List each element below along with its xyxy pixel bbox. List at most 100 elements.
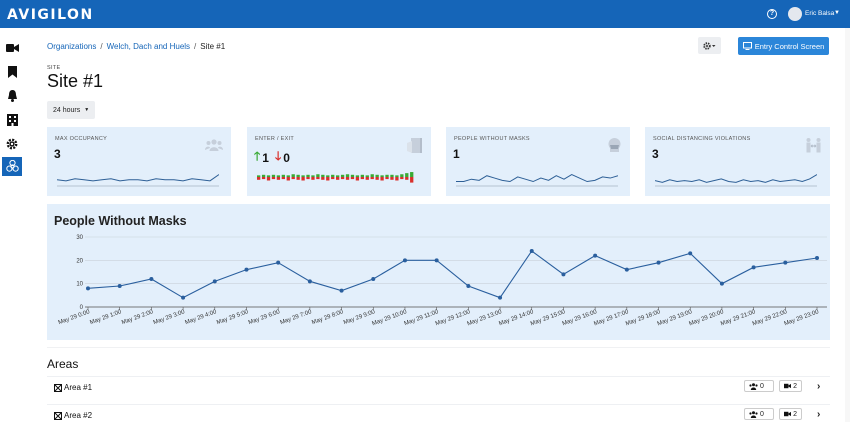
exit-bar	[350, 177, 355, 180]
caret-down-icon[interactable]: ▼	[834, 10, 840, 16]
data-point	[688, 251, 693, 256]
y-tick-label: 0	[80, 305, 84, 311]
card-value: 1	[453, 147, 460, 161]
exit-bar	[360, 177, 364, 180]
help-icon[interactable]: ?	[767, 9, 777, 19]
x-tick-label: May 29 20:00	[688, 309, 725, 327]
door-exit-icon	[407, 138, 423, 158]
x-tick-label: May 29 23:00	[783, 309, 820, 327]
exit-count: 0	[283, 150, 290, 165]
area-label: Area #1	[64, 383, 93, 392]
x-tick-label: May 29 16:00	[562, 309, 599, 327]
data-point	[656, 260, 661, 265]
enter-bar	[350, 174, 355, 177]
area-name: Area #1	[54, 383, 92, 392]
area-row[interactable]: Area #2 0 2 ›	[47, 404, 830, 426]
x-tick-label: May 29 7:00	[279, 309, 313, 326]
enter-bar	[410, 172, 414, 177]
gear-icon	[702, 41, 715, 50]
data-point	[815, 256, 819, 260]
enter-bar	[400, 174, 404, 177]
x-tick-label: May 29 18:00	[625, 309, 662, 327]
user-name[interactable]: Eric Balsa	[805, 10, 835, 17]
enter-bar	[291, 174, 295, 177]
gear-icon[interactable]	[4, 136, 20, 152]
breadcrumb-separator: /	[194, 42, 197, 51]
card-title: MAX OCCUPANCY	[55, 136, 108, 142]
data-point	[149, 277, 154, 281]
exit-bar	[385, 177, 389, 180]
exit-bar	[375, 177, 379, 180]
enter-bar	[395, 175, 399, 177]
enter-bar	[385, 174, 389, 177]
y-tick-label: 20	[76, 258, 83, 264]
x-tick-label: May 29 21:00	[720, 309, 757, 327]
app-logo[interactable]: avigilon	[7, 7, 94, 23]
enter-bar	[311, 175, 315, 177]
bookmark-icon[interactable]	[4, 64, 20, 80]
card-max-occupancy[interactable]: MAX OCCUPANCY 3	[47, 127, 231, 196]
exit-bar	[331, 177, 335, 180]
breadcrumb-organizations[interactable]: Organizations	[47, 42, 97, 51]
video-camera-icon	[784, 411, 792, 417]
biohazard-icon[interactable]	[2, 157, 22, 176]
areas-heading: Areas	[47, 357, 79, 371]
settings-dropdown-button[interactable]	[698, 37, 721, 54]
card-value: 3	[54, 147, 61, 161]
enter-bar	[365, 175, 369, 177]
camera-count: 2	[793, 410, 797, 418]
scrollbar[interactable]	[845, 28, 850, 422]
people-count: 0	[760, 382, 764, 390]
x-tick-label: May 29 0:00	[58, 309, 92, 326]
chevron-right-icon[interactable]: ›	[817, 409, 821, 420]
data-point	[339, 288, 344, 293]
exit-bar	[311, 177, 315, 180]
data-point	[434, 258, 439, 263]
divider	[47, 347, 830, 348]
enter-bar	[390, 174, 394, 177]
bell-icon[interactable]	[4, 88, 20, 104]
x-tick-label: May 29 22:00	[752, 309, 789, 327]
exit-bar	[340, 177, 345, 180]
card-value: 3	[652, 147, 659, 161]
card-value: 🡑 1 🡓 0	[254, 147, 290, 168]
card-people-without-masks[interactable]: PEOPLE WITHOUT MASKS 1	[446, 127, 630, 196]
time-range-dropdown[interactable]: 24 hours ▼	[47, 101, 95, 119]
video-camera-icon[interactable]	[4, 40, 20, 56]
building-icon[interactable]	[4, 112, 20, 128]
area-row[interactable]: Area #1 0 2 ›	[47, 376, 830, 398]
data-point	[624, 267, 629, 272]
chart-people-without-masks: People Without Masks 0 10 20 30 May 29 0:00 M…	[47, 204, 830, 340]
exit-bar	[316, 177, 320, 180]
x-tick-label: May 29 3:00	[153, 309, 187, 326]
card-enter-exit[interactable]: ENTER / EXIT 🡑 1 🡓 0	[247, 127, 431, 196]
y-tick-label: 10	[76, 282, 83, 288]
x-tick-label: May 29 14:00	[498, 309, 535, 327]
card-title: ENTER / EXIT	[255, 136, 295, 142]
enter-bar	[326, 175, 330, 177]
data-point	[117, 284, 122, 288]
card-social-distancing-violations[interactable]: SOCIAL DISTANCING VIOLATIONS 3	[645, 127, 830, 196]
enter-bar	[266, 175, 271, 177]
enter-exit-bars	[257, 172, 414, 183]
exit-bar	[370, 177, 374, 180]
sparkline-path	[57, 174, 219, 182]
exit-bar	[301, 177, 305, 181]
enter-bar	[306, 174, 310, 177]
enter-bar	[370, 174, 374, 177]
avatar[interactable]	[788, 7, 802, 21]
exit-bar	[395, 177, 399, 181]
sidebar	[0, 28, 24, 422]
breadcrumb-organization[interactable]: Welch, Dach and Huels	[106, 42, 191, 51]
data-point	[371, 277, 376, 281]
monitor-icon	[742, 42, 752, 50]
enter-bar	[345, 174, 350, 177]
enter-bar	[355, 175, 360, 177]
chevron-right-icon[interactable]: ›	[817, 381, 821, 392]
enter-bar	[360, 174, 364, 177]
site-label: SITE	[47, 65, 61, 71]
data-point	[307, 279, 312, 284]
entry-control-screen-button[interactable]: Entry Control Screen	[738, 37, 829, 55]
chart-title: People Without Masks	[54, 214, 187, 228]
